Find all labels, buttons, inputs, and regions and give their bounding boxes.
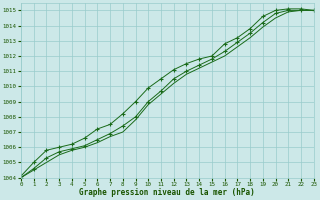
X-axis label: Graphe pression niveau de la mer (hPa): Graphe pression niveau de la mer (hPa) xyxy=(79,188,255,197)
